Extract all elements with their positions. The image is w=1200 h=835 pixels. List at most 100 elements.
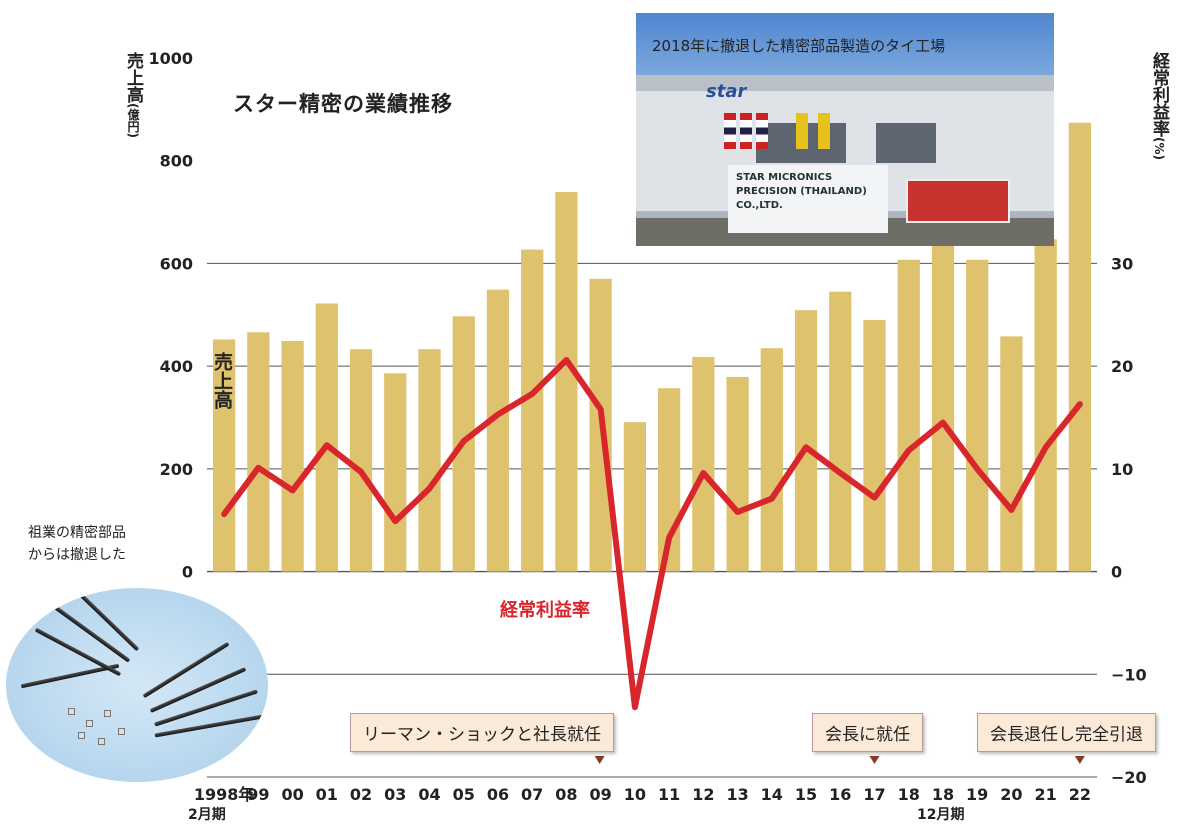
sign-line-1: STAR MICRONICS <box>736 172 833 183</box>
parts-note-line-2: からは撤退した <box>28 547 126 563</box>
x-tick-label: 15 <box>795 785 817 804</box>
y-axis-left-title: 売上高 <box>123 52 143 103</box>
x-tick-label: 12 <box>692 785 714 804</box>
y-left-tick-label: 0 <box>182 563 193 582</box>
x-tick-label: 02 <box>350 785 372 804</box>
sales-bar <box>897 259 920 572</box>
sales-bar <box>931 232 955 572</box>
chip-part <box>86 720 93 727</box>
x-sub-label-feb: 2月期 <box>188 807 226 823</box>
chip-part <box>118 728 125 735</box>
sales-bar <box>555 192 578 572</box>
x-tick-label: 04 <box>418 785 440 804</box>
chip-part <box>104 710 111 717</box>
sales-bar <box>1000 336 1023 572</box>
sales-bar <box>794 310 818 572</box>
flag-icon <box>756 113 768 149</box>
x-tick-label: 00 <box>281 785 303 804</box>
chip-part <box>78 732 85 739</box>
y-right-tick-label: 0 <box>1111 563 1122 582</box>
pin-part <box>34 627 122 677</box>
sales-bar <box>760 348 783 572</box>
sales-bar <box>486 289 510 572</box>
y-axis-right-label: 経常利益率(%) <box>1149 52 1169 160</box>
sales-bar <box>418 349 441 572</box>
sales-bar <box>247 332 270 572</box>
sales-bar <box>829 291 852 572</box>
y-axis-left-label: 売上高(億円) <box>123 52 143 138</box>
x-tick-label: 05 <box>453 785 475 804</box>
y-axis-left-unit: (億円) <box>126 103 140 138</box>
sales-bar <box>349 349 373 572</box>
x-tick-label: 01 <box>316 785 338 804</box>
factory-banner <box>906 179 1010 223</box>
event-retirement: 会長退任し完全引退 <box>977 713 1156 752</box>
y-left-tick-label: 400 <box>160 357 193 376</box>
x-tick-label: 99 <box>247 785 269 804</box>
x-tick-label: 1998年 <box>194 785 255 804</box>
x-tick-label: 11 <box>658 785 680 804</box>
x-tick-label: 18 <box>898 785 920 804</box>
grid-lines <box>207 262 1097 778</box>
sales-bar <box>384 373 407 572</box>
x-tick-label: 03 <box>384 785 406 804</box>
factory-photo: star STAR MICRONICS PRECISION (THAILAND)… <box>636 13 1054 246</box>
margin-line <box>221 357 1083 711</box>
factory-logo: star <box>706 81 747 102</box>
sales-bar <box>726 376 749 572</box>
sales-bar <box>281 340 304 572</box>
sales-bar <box>212 339 236 572</box>
event-marker-icon <box>594 756 605 764</box>
event-marker-icon <box>869 756 880 764</box>
sales-bar <box>692 356 715 572</box>
y-axis-right-unit: (%) <box>1152 137 1166 160</box>
y-right-tick-label: 20 <box>1111 357 1133 376</box>
x-tick-label: 18 <box>932 785 954 804</box>
x-tick-label: 07 <box>521 785 543 804</box>
x-tick-label: 21 <box>1035 785 1057 804</box>
y-left-tick-label: 600 <box>160 254 193 273</box>
x-tick-label: 19 <box>966 785 988 804</box>
pin-part <box>142 641 230 699</box>
x-tick-label: 09 <box>590 785 612 804</box>
sales-bar <box>315 303 338 572</box>
parts-note: 祖業の精密部品 からは撤退した <box>28 522 126 566</box>
sales-bar <box>521 249 544 572</box>
x-tick-label: 22 <box>1069 785 1091 804</box>
y-left-tick-label: 200 <box>160 460 193 479</box>
y-right-tick-label: −10 <box>1111 665 1147 684</box>
photo-caption: 2018年に撤退した精密部品製造のタイ工場 <box>652 37 946 55</box>
x-tick-label: 14 <box>761 785 783 804</box>
x-tick-label: 17 <box>863 785 885 804</box>
margin-series-label: 経常利益率 <box>500 600 590 621</box>
event-marker-icon <box>1074 756 1085 764</box>
flag-icon <box>740 113 752 149</box>
sign-line-2: PRECISION (THAILAND) CO.,LTD. <box>736 186 867 211</box>
event-markers <box>594 756 1085 764</box>
y-left-tick-label: 800 <box>160 152 193 171</box>
y-axis-right-title: 経常利益率 <box>1149 52 1169 137</box>
sales-bar <box>1034 239 1057 572</box>
chart-title: スター精密の業績推移 <box>233 92 453 116</box>
x-tick-label: 08 <box>555 785 577 804</box>
parts-note-line-1: 祖業の精密部品 <box>28 525 126 541</box>
pin-part <box>149 667 247 713</box>
y-right-tick-label: 30 <box>1111 254 1133 273</box>
x-tick-label: 06 <box>487 785 509 804</box>
factory-roof <box>636 75 1054 93</box>
sales-series-label: 売上高 <box>211 352 233 409</box>
flag-icon <box>724 113 736 149</box>
event-chairman: 会長に就任 <box>812 713 923 752</box>
x-tick-label: 16 <box>829 785 851 804</box>
x-tick-label: 20 <box>1000 785 1022 804</box>
sales-bar <box>1068 122 1092 572</box>
y-right-tick-label: −20 <box>1111 768 1147 787</box>
x-sub-label-dec: 12月期 <box>917 807 965 823</box>
x-tick-label: 10 <box>624 785 646 804</box>
sales-bar <box>623 422 647 572</box>
flag-icon <box>796 113 808 149</box>
chip-part <box>98 738 105 745</box>
precision-parts-photo <box>6 588 268 782</box>
